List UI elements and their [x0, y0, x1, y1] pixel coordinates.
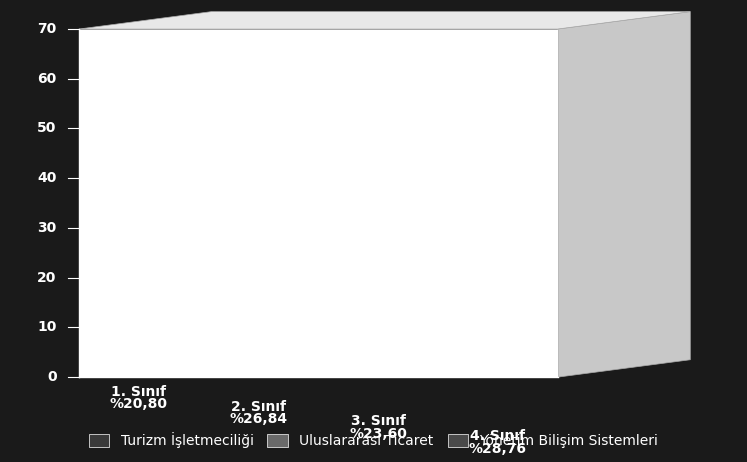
Polygon shape — [78, 29, 558, 377]
Text: 3. Sınıf: 3. Sınıf — [350, 414, 406, 428]
Legend: Turizm İşletmeciliği, Uluslararası Ticaret, Yönetim Bilişim Sistemleri: Turizm İşletmeciliği, Uluslararası Ticar… — [83, 427, 664, 454]
Text: 20: 20 — [37, 271, 57, 285]
Text: 1. Sınıf: 1. Sınıf — [111, 384, 166, 399]
Text: %28,76: %28,76 — [469, 442, 527, 456]
Text: %26,84: %26,84 — [229, 412, 288, 426]
Text: 40: 40 — [37, 171, 57, 185]
Text: 10: 10 — [37, 321, 57, 334]
Text: 2. Sınıf: 2. Sınıf — [231, 400, 286, 413]
Text: %20,80: %20,80 — [110, 397, 167, 411]
Text: 70: 70 — [37, 22, 57, 36]
Text: 60: 60 — [37, 72, 57, 86]
Text: 4. Sınıf: 4. Sınıf — [471, 429, 525, 444]
Text: %23,60: %23,60 — [349, 427, 407, 441]
Text: 0: 0 — [47, 370, 57, 384]
Polygon shape — [558, 12, 690, 377]
Text: 50: 50 — [37, 122, 57, 135]
Polygon shape — [78, 12, 690, 29]
Text: 30: 30 — [37, 221, 57, 235]
